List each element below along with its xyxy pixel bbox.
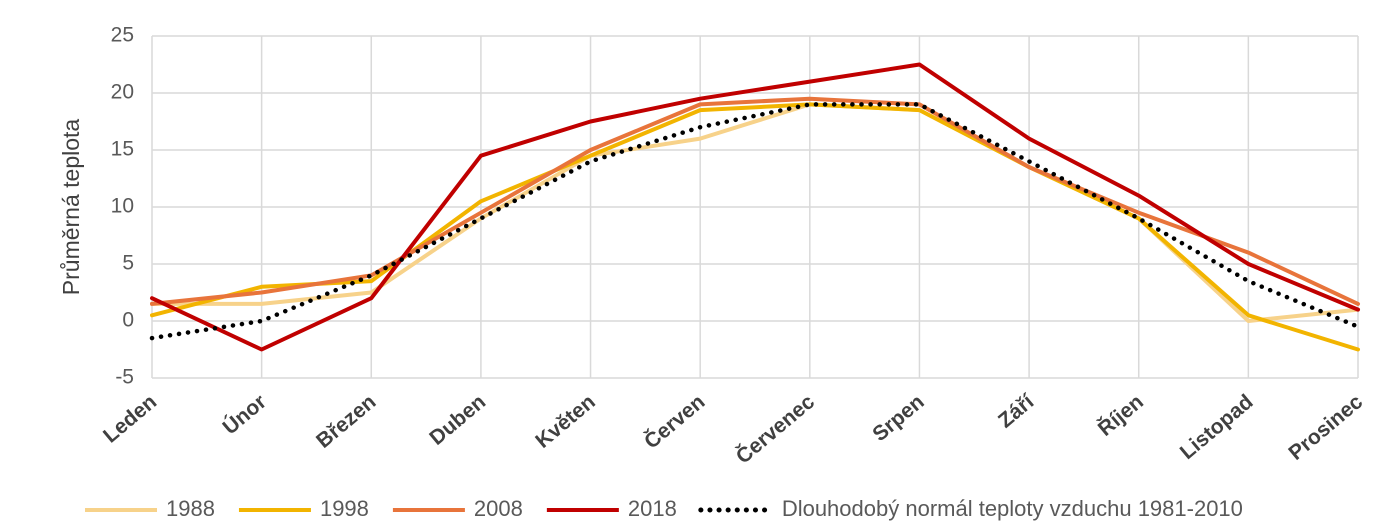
x-category-label: Srpen: [868, 390, 928, 446]
y-tick-label: 25: [111, 24, 134, 47]
legend-item-2: 2008: [392, 496, 523, 521]
legend-item-1: 1998: [238, 496, 369, 521]
y-tick-label: 15: [111, 138, 134, 161]
series-lines: [149, 62, 1361, 352]
y-tick-label: 0: [122, 309, 134, 332]
legend-label: 1998: [320, 496, 369, 521]
legend-item-4: Dlouhodobý normál teploty vzduchu 1981-2…: [698, 496, 1243, 521]
series-line-0: [150, 102, 1360, 323]
y-tick-label: 20: [111, 81, 134, 104]
legend-item-3: 2018: [546, 496, 677, 521]
x-category-label: Červen: [639, 389, 709, 453]
legend-label: 2008: [474, 496, 523, 521]
x-category-label: Prosinec: [1284, 390, 1367, 465]
series-line-4: [149, 102, 1361, 341]
y-axis-ticks: -5 0 5 10 15 20 25: [111, 24, 134, 389]
x-category-label: Březen: [312, 390, 380, 453]
legend-item-0: 1988: [85, 496, 215, 521]
legend-label: Dlouhodobý normál teploty vzduchu 1981-2…: [782, 496, 1243, 521]
y-tick-label: 10: [111, 195, 134, 218]
legend: 1988 1998 2008 2018 Dlouhodobý normál teplot…: [85, 496, 1243, 521]
x-category-label: Září: [994, 389, 1039, 432]
x-category-label: Listopad: [1176, 390, 1258, 464]
x-category-label: Říjen: [1093, 389, 1148, 440]
x-category-label: Únor: [218, 389, 271, 439]
x-axis-categories: Leden Únor Březen Duben Květen Červen Červenec…: [99, 389, 1367, 468]
x-category-label: Květen: [531, 390, 599, 453]
series-line-3: [150, 62, 1360, 352]
y-tick-label: -5: [115, 366, 134, 389]
x-category-label: Červenec: [731, 389, 819, 468]
legend-label: 2018: [628, 496, 677, 521]
x-category-label: Duben: [425, 390, 490, 450]
x-category-label: Leden: [99, 390, 161, 447]
y-tick-label: 5: [122, 252, 134, 275]
y-axis-title: Průměrná teplota: [58, 119, 84, 296]
series-line-2: [150, 96, 1360, 306]
legend-label: 1988: [166, 496, 215, 521]
grid-lines: [151, 35, 1359, 379]
